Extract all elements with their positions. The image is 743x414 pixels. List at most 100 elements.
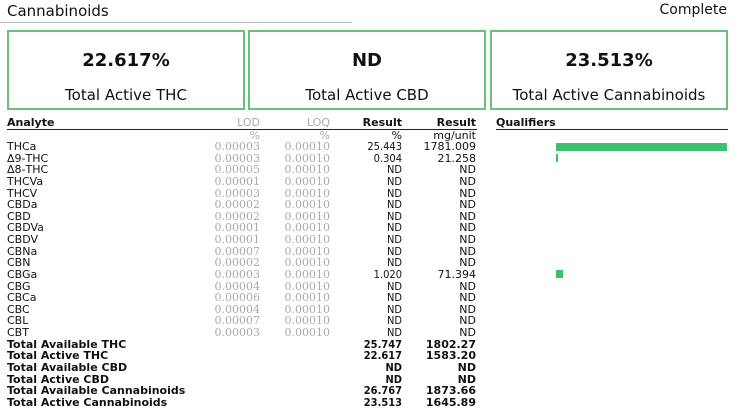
total-lod-cell [200,397,260,409]
result-pct-cell: 25.443 [367,140,402,153]
unit-loq: % [319,129,330,142]
result-pct-cell: ND [386,186,402,200]
result-pct-cell: ND [386,174,402,188]
result-mg-cell: ND [459,163,476,177]
summary-card-cbd: ND Total Active CBD [248,30,486,110]
result-pct-cell: ND [386,198,402,212]
lod-cell: 0.00002 [214,256,261,270]
total-lod-cell [200,385,260,397]
analyte-cell: Δ8-THC [7,163,49,177]
result-mg-cell: 1781.009 [423,140,477,153]
lod-cell: 0.00007 [214,314,261,328]
result-mg-cell: ND [459,256,476,270]
result-pct-column: 25.443 0.304 ND ND ND ND ND ND ND ND ND 1.020 ND ND ND… [340,141,402,408]
header-result-pct: Result [362,116,402,129]
lod-cell: 0.00004 [214,302,261,316]
total-lod-cell [200,374,260,386]
result-mg-cell: ND [459,186,476,200]
loq-cell: 0.00010 [284,279,331,293]
total-result-pct-cell: 25.747 [363,337,402,351]
result-pct-cell: ND [386,221,402,235]
unit-result-pct: % [391,129,402,142]
total-loq-cell [270,374,330,386]
result-bar [556,270,563,279]
total-lod-cell [200,350,260,362]
summary-label: Total Active Cannabinoids [512,86,706,104]
loq-cell: 0.00010 [284,256,331,270]
lod-cell: 0.00007 [214,244,261,258]
header-rule [7,129,477,130]
analyte-cell: CBD [7,209,31,223]
loq-cell: 0.00010 [284,326,331,339]
total-loq-cell [270,385,330,397]
total-result-pct-cell: ND [385,372,403,386]
loq-cell: 0.00010 [284,140,331,153]
total-lod-cell [200,339,260,351]
total-analyte-cell: Total Available CBD [7,360,128,374]
total-result-pct-cell: 26.767 [363,384,402,398]
analyte-cell: THCVa [7,174,44,188]
total-loq-cell [270,350,330,362]
result-pct-cell: ND [386,302,402,316]
loq-cell: 0.00010 [284,267,331,281]
total-result-pct-cell: ND [385,360,403,374]
total-result-mg-cell: 1873.66 [425,384,476,398]
result-mg-cell: ND [459,314,476,328]
result-pct-cell: 1.020 [373,267,402,281]
result-pct-cell: ND [386,291,402,305]
total-loq-cell [270,339,330,351]
lod-cell: 0.00006 [214,291,261,305]
section-title: Cannabinoids [7,2,109,20]
lod-cell: 0.00001 [214,233,261,246]
analyte-cell: CBCa [7,291,37,305]
result-mg-cell: 21.258 [437,151,477,165]
analyte-cell: CBDVa [7,221,44,235]
total-lod-cell [200,362,260,374]
unit-result-mg: mg/unit [433,129,476,142]
analyte-cell: THCV [7,186,38,200]
total-analyte-cell: Total Active CBD [7,372,109,386]
lod-cell: 0.00003 [214,267,261,281]
summary-label: Total Active CBD [305,86,429,104]
header-loq: LOQ [306,116,330,129]
total-result-pct-cell: 23.513 [363,395,402,409]
loq-cell: 0.00010 [284,186,331,200]
total-result-mg-cell: ND [457,372,476,386]
analyte-cell: Δ9-THC [7,151,49,165]
loq-cell: 0.00010 [284,163,331,177]
lod-cell: 0.00001 [214,221,261,235]
total-result-mg-cell: 1583.20 [425,349,476,363]
qualifiers-rule [496,129,728,130]
analyte-cell: CBDa [7,198,38,212]
result-pct-cell: ND [386,233,402,246]
summary-value: ND [351,50,382,71]
lod-cell: 0.00004 [214,279,261,293]
result-pct-cell: 0.304 [373,151,402,165]
lod-column: 0.00003 0.00003 0.00005 0.00001 0.00003 0.000… [200,141,261,409]
total-result-mg-cell: 1645.89 [425,395,476,409]
total-analyte-cell: Total Active THC [7,349,109,363]
lod-cell: 0.00003 [214,151,261,165]
result-mg-cell: ND [459,291,476,305]
lod-cell: 0.00002 [214,209,261,223]
result-mg-cell: ND [459,244,476,258]
total-result-mg-cell: 1802.27 [425,337,476,351]
loq-cell: 0.00010 [284,291,331,305]
status-label: Complete [659,2,727,18]
analyte-cell: CBG [7,279,31,293]
result-mg-cell: ND [459,279,476,293]
analyte-cell: CBC [7,302,30,316]
result-pct-cell: ND [386,209,402,223]
summary-value: 22.617% [82,50,170,71]
result-pct-cell: ND [386,163,402,177]
analyte-cell: CBL [7,314,29,328]
analyte-cell: CBNa [7,244,38,258]
result-pct-cell: ND [386,244,402,258]
analyte-cell: CBGa [7,267,38,281]
header-analyte: Analyte [7,116,55,129]
total-result-pct-cell: 22.617 [363,349,402,363]
loq-cell: 0.00010 [284,302,331,316]
header-lod: LOD [237,116,260,129]
analyte-cell: THCa [7,140,37,153]
result-mg-cell: ND [459,326,476,339]
